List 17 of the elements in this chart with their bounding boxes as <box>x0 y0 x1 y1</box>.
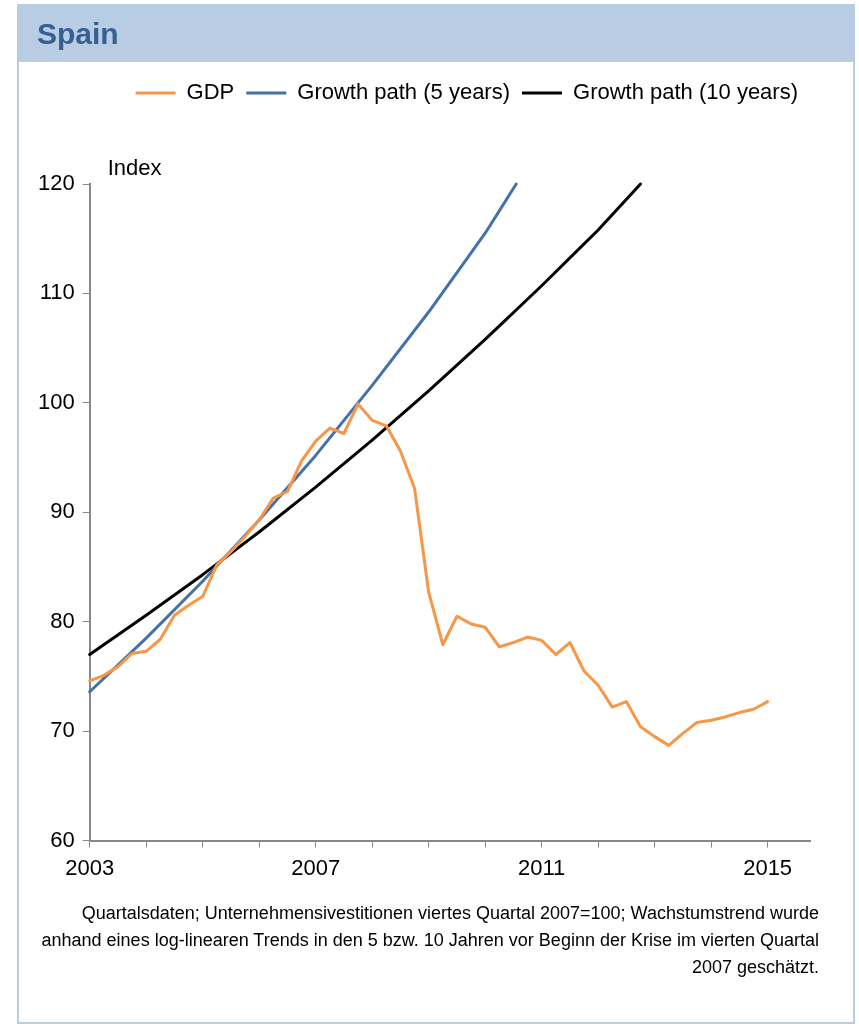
x-tick-label: 2007 <box>291 854 341 880</box>
legend-label: Growth path (5 years) <box>297 79 511 105</box>
legend-label: GDP <box>186 79 235 105</box>
y-tick-label: 70 <box>50 717 75 743</box>
y-tick-label: 60 <box>50 826 75 852</box>
y-tick-label: 100 <box>37 388 75 414</box>
y-axis-title: Index <box>107 155 162 181</box>
chart-title: Spain <box>19 6 853 62</box>
legend-label: Growth path (10 years) <box>573 79 798 105</box>
x-tick-label: 2011 <box>518 854 566 880</box>
y-tick-label: 90 <box>50 498 75 524</box>
x-tick-label: 2003 <box>65 854 115 880</box>
y-tick-label: 120 <box>37 170 75 196</box>
text: Quartalsdaten; Unternehmensivestitionen viertes Quartal 2007=100; Wachstumstrend wurde anhand eines log-linearen Trends in den 5 bzw. 10 Jahren vor Beginn der Krise im vierten Quartal 2007 geschätzt. <box>40 902 819 979</box>
y-tick-label: 80 <box>50 607 75 633</box>
y-tick-label: 110 <box>39 279 75 305</box>
x-tick-label: 2015 <box>743 854 793 880</box>
